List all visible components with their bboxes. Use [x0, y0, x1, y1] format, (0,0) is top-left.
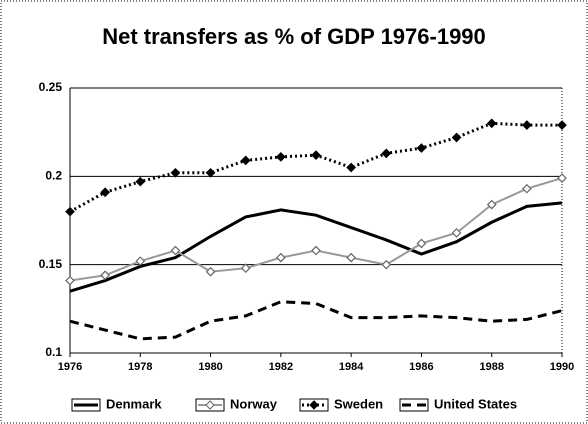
- y-tick-label: 0.15: [39, 257, 63, 271]
- point-marker: [311, 245, 321, 256]
- point-marker: [522, 120, 532, 130]
- point-marker: [276, 252, 286, 263]
- y-tick-label: 0.1: [45, 345, 62, 359]
- point-marker: [100, 187, 110, 198]
- series-line: [69, 201, 563, 293]
- legend-label: Denmark: [106, 396, 162, 411]
- x-tick-label: 1982: [269, 361, 293, 373]
- point-marker: [346, 162, 356, 173]
- point-marker: [170, 245, 181, 256]
- point-marker: [557, 173, 567, 183]
- point-marker: [486, 199, 497, 210]
- point-marker: [170, 167, 181, 178]
- x-tick-label: 1976: [58, 361, 82, 373]
- point-marker: [416, 143, 427, 153]
- legend-label: United States: [434, 396, 517, 411]
- point-marker: [205, 167, 216, 178]
- point-marker: [522, 183, 532, 194]
- point-marker: [276, 152, 286, 162]
- y-tick-label: 0.25: [39, 80, 63, 94]
- legend-label: Sweden: [334, 396, 383, 411]
- legend-label: Norway: [230, 396, 278, 411]
- x-tick-label: 1990: [550, 361, 574, 373]
- point-marker: [416, 238, 427, 249]
- point-marker: [451, 228, 462, 238]
- point-marker: [240, 263, 251, 274]
- point-marker: [135, 176, 146, 187]
- point-marker: [311, 150, 321, 160]
- point-marker: [205, 266, 216, 277]
- point-marker: [486, 118, 497, 129]
- x-tick-label: 1986: [409, 361, 433, 373]
- point-marker: [135, 256, 146, 266]
- y-tick-label: 0.2: [45, 169, 62, 183]
- point-marker: [65, 206, 75, 217]
- x-tick-label: 1984: [339, 361, 364, 373]
- point-marker: [65, 275, 75, 286]
- point-marker: [346, 252, 356, 263]
- series-line: [69, 300, 563, 341]
- legend-marker: [309, 400, 319, 410]
- point-marker: [557, 120, 567, 130]
- point-marker: [451, 132, 462, 143]
- point-marker: [381, 148, 392, 159]
- point-marker: [100, 270, 110, 281]
- x-tick-label: 1978: [128, 361, 152, 373]
- x-tick-label: 1988: [479, 361, 503, 373]
- point-marker: [381, 259, 392, 270]
- legend-marker: [205, 400, 215, 410]
- x-tick-label: 1980: [198, 361, 222, 373]
- point-marker: [240, 155, 251, 166]
- chart-title: Net transfers as % of GDP 1976-1990: [102, 24, 486, 49]
- legend-swatch-box: [399, 398, 429, 412]
